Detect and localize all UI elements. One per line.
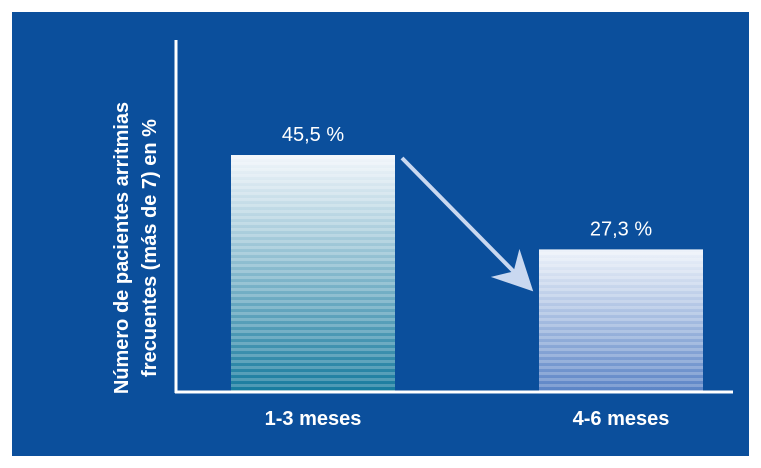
x-tick-label-2: 4-6 meses	[573, 408, 670, 430]
bar-2-texture	[539, 249, 703, 391]
x-tick-label-1: 1-3 meses	[265, 408, 362, 430]
y-axis-label-line-2: frecuentes (más de 7) en %	[139, 119, 161, 377]
decrease-arrow	[400, 156, 534, 292]
x-tick-labels: 1-3 meses 4-6 meses	[265, 408, 670, 430]
bar-1-texture	[231, 155, 395, 391]
bars-group: 45,5 % 27,3 %	[231, 124, 703, 391]
bar-2-value-label: 27,3 %	[590, 218, 652, 240]
y-axis-label: Número de pacientes arritmias frecuentes…	[111, 102, 161, 394]
bar-1-value-label: 45,5 %	[282, 124, 344, 146]
y-axis-label-line-1: Número de pacientes arritmias	[111, 102, 133, 394]
